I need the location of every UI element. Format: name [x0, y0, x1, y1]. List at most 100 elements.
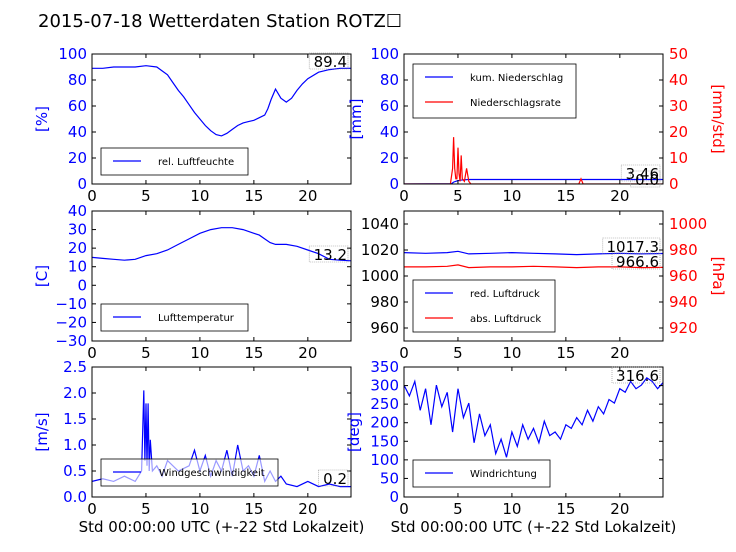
y-tick-label: 60 [380, 97, 399, 115]
annotation-box [611, 252, 661, 270]
legend-humidity: rel. Luftfeuchte [100, 147, 249, 176]
x-axis-label: Std 00:00:00 UTC (+-22 Std Lokalzeit) [391, 518, 677, 536]
x-tick-label: 5 [453, 344, 463, 362]
y2-tick-label: 40 [669, 71, 688, 89]
x-tick-label: 10 [502, 187, 521, 205]
legend-box [412, 279, 556, 333]
y2-tick-label: 50 [669, 45, 688, 63]
x-tick-label: 5 [141, 344, 151, 362]
annotation-value: 3.46 [626, 165, 659, 183]
y-tick-label: 10 [68, 258, 87, 276]
annotation-value: 89.4 [314, 53, 347, 71]
y2-tick-label: 0 [669, 175, 679, 193]
plot-frame-humidity [91, 53, 352, 185]
y2-tick-label: 920 [669, 319, 698, 337]
y-tick-label: 2.0 [63, 384, 87, 402]
plot-frame-windspeed [91, 366, 352, 498]
y-tick-label: 1040 [361, 215, 399, 233]
legend-label: kum. Niederschlag [470, 73, 563, 84]
legend-winddir: Windrichtung [412, 459, 551, 488]
annotation-box [620, 164, 661, 182]
y2-tick-label: 1000 [669, 215, 707, 233]
legend-label: Lufttemperatur [158, 313, 235, 324]
y2-axis-label: [mm/std] [709, 84, 727, 153]
plot-frame-precip [403, 53, 664, 185]
x-tick-label: 10 [190, 187, 209, 205]
y-tick-label: 20 [380, 149, 399, 167]
y-tick-label: 40 [68, 123, 87, 141]
y-tick-label: 150 [370, 432, 399, 450]
y-axis-label: [deg] [345, 412, 363, 452]
legend-label: Niederschlagsrate [470, 98, 561, 109]
plot-frame-temperature [91, 210, 352, 342]
x-tick-label: 5 [453, 500, 463, 518]
y-tick-label: 2.5 [63, 358, 87, 376]
x-axis-label: Std 00:00:00 UTC (+-22 Std Lokalzeit) [79, 518, 365, 536]
plot-frame-winddir [403, 366, 664, 498]
annotation-box [630, 170, 661, 188]
chart-temperature: 0 5 10 15 20−30−20−10010203040[C]Lufttempera… [33, 202, 352, 362]
y-tick-label: 60 [68, 97, 87, 115]
chart-pressure: 0 5 10 15 20 960 980 1000 1020 1040 920 940 960 980 10… [361, 210, 727, 362]
legend-box [412, 63, 577, 119]
annotation-box [602, 237, 661, 255]
annotation-box [308, 52, 349, 70]
y-tick-label: 960 [370, 319, 399, 337]
y-tick-label: 350 [370, 358, 399, 376]
y2-tick-label: 980 [669, 241, 698, 259]
annotation-box [318, 469, 349, 487]
y-tick-label: 250 [370, 395, 399, 413]
x-tick-label: 15 [244, 344, 263, 362]
y-tick-label: 1000 [361, 267, 399, 285]
legend-label: rel. Luftfeuchte [158, 157, 234, 168]
y2-tick-label: 960 [669, 267, 698, 285]
x-tick-label: 0 [87, 500, 97, 518]
y-tick-label: 980 [370, 293, 399, 311]
x-tick-label: 0 [399, 187, 409, 205]
y-tick-label: 80 [68, 71, 87, 89]
y-tick-label: 40 [68, 202, 87, 220]
x-tick-label: 15 [244, 187, 263, 205]
y-tick-label: 0 [77, 276, 87, 294]
y-tick-label: 0 [389, 175, 399, 193]
x-tick-label: 20 [610, 344, 629, 362]
annotation-value: 13.2 [314, 246, 347, 264]
y-tick-label: 1.5 [63, 410, 87, 428]
x-tick-label: 0 [399, 500, 409, 518]
x-tick-label: 10 [502, 344, 521, 362]
x-tick-label: 0 [87, 187, 97, 205]
series-line-humidity-0 [92, 65, 351, 137]
y2-tick-label: 10 [669, 149, 688, 167]
series-line-winddir-0 [404, 376, 663, 458]
legend-label: Windrichtung [470, 469, 537, 480]
y2-tick-label: 940 [669, 293, 698, 311]
legend-temperature: Lufttemperatur [100, 303, 249, 332]
y-tick-label: 200 [370, 414, 399, 432]
chart-precip: 0 5 10 15 20 0 20 40 60 80 100 0 10 20 30 40 50 [mm] [mm/s… [347, 45, 727, 205]
y-tick-label: 50 [380, 469, 399, 487]
y-tick-label: −20 [55, 313, 87, 331]
y-axis-label: [m/s] [33, 412, 51, 451]
y-tick-label: 80 [380, 71, 399, 89]
legend-label: abs. Luftdruck [470, 314, 541, 325]
annotation-box [308, 245, 349, 263]
y-tick-label: 100 [370, 45, 399, 63]
y2-tick-label: 20 [669, 123, 688, 141]
x-tick-label: 0 [87, 344, 97, 362]
x-tick-label: 0 [399, 344, 409, 362]
x-tick-label: 20 [298, 500, 317, 518]
chart-humidity: 0 5 10 15 20 0 20 40 60 80 100 [%] rel. Luftfeuchte 8… [33, 45, 352, 205]
y-tick-label: 100 [370, 451, 399, 469]
x-tick-label: 10 [502, 500, 521, 518]
x-tick-label: 10 [190, 500, 209, 518]
y-tick-label: 0 [77, 175, 87, 193]
y2-tick-label: 30 [669, 97, 688, 115]
annotation-value: 0.0 [635, 171, 659, 189]
y-tick-label: 20 [68, 149, 87, 167]
y-tick-label: 20 [68, 239, 87, 257]
x-tick-label: 5 [141, 187, 151, 205]
x-tick-label: 15 [244, 500, 263, 518]
